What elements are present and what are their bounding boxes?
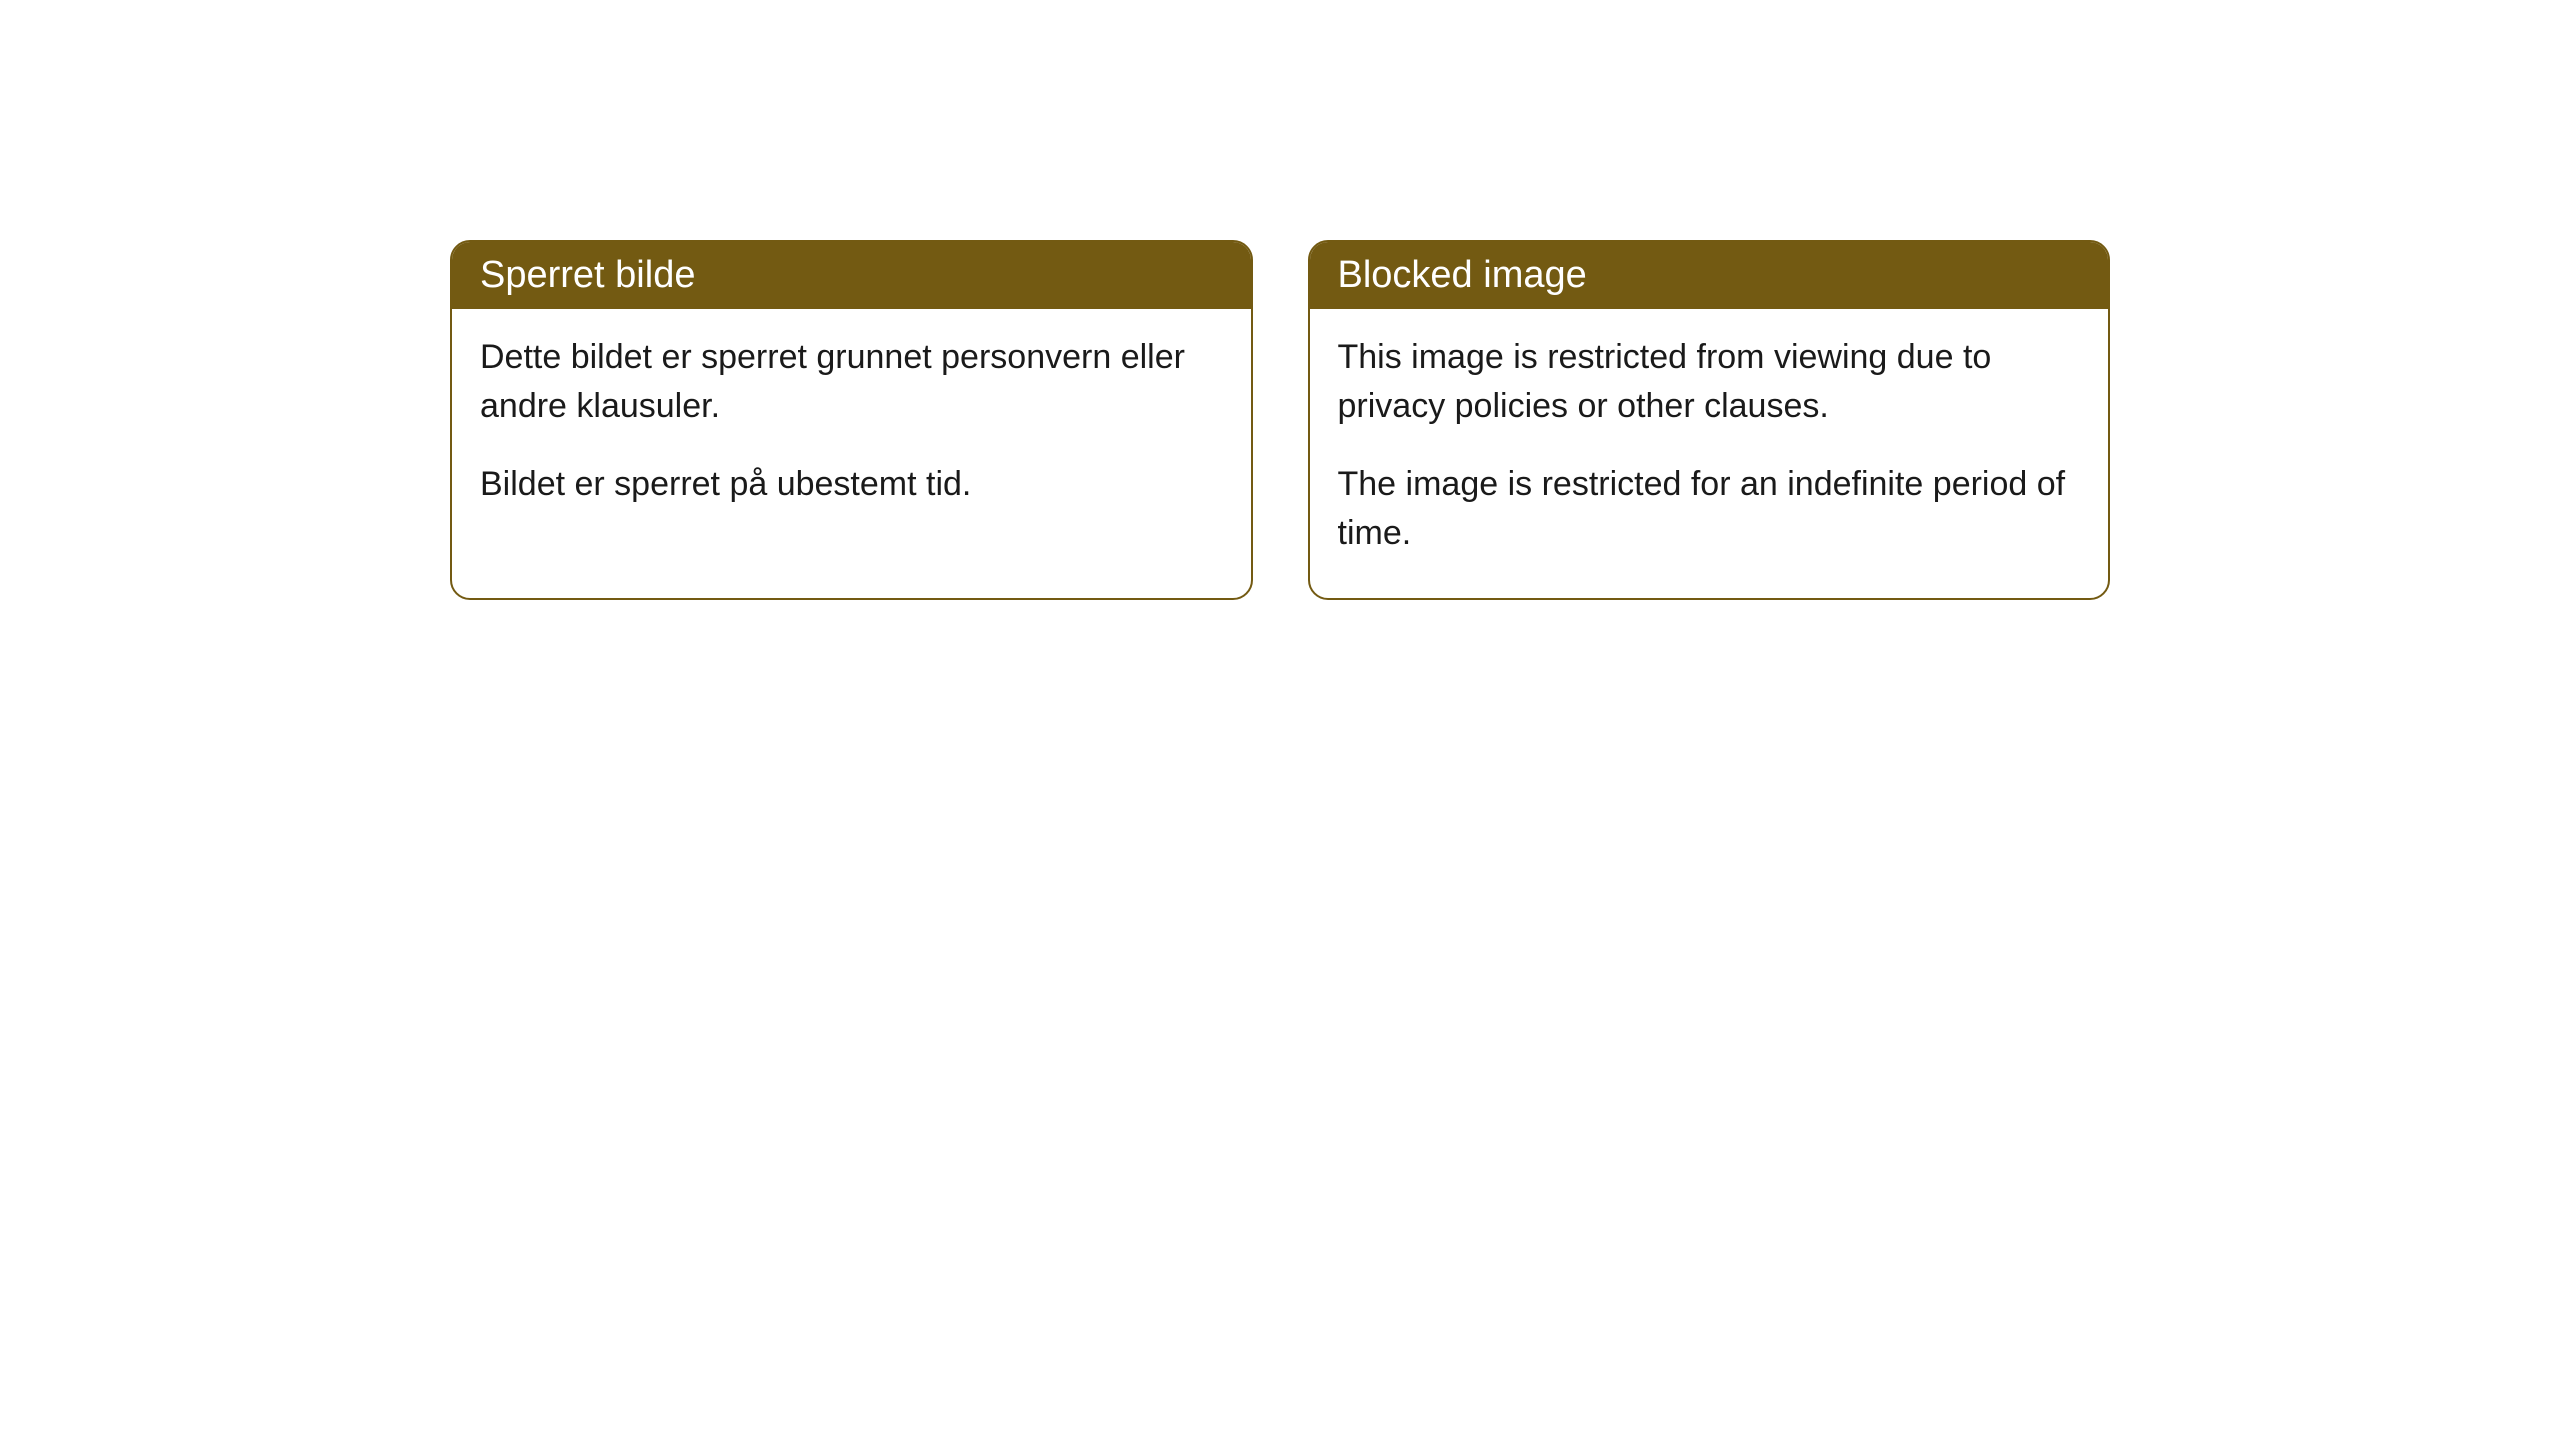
card-body: Dette bildet er sperret grunnet personve… xyxy=(452,309,1251,549)
blocked-image-card-norwegian: Sperret bilde Dette bildet er sperret gr… xyxy=(450,240,1253,600)
card-paragraph: The image is restricted for an indefinit… xyxy=(1338,460,2081,559)
blocked-image-card-english: Blocked image This image is restricted f… xyxy=(1308,240,2111,600)
info-cards-container: Sperret bilde Dette bildet er sperret gr… xyxy=(450,240,2110,600)
card-paragraph: Dette bildet er sperret grunnet personve… xyxy=(480,333,1223,432)
card-body: This image is restricted from viewing du… xyxy=(1310,309,2109,598)
card-paragraph: Bildet er sperret på ubestemt tid. xyxy=(480,460,1223,509)
card-paragraph: This image is restricted from viewing du… xyxy=(1338,333,2081,432)
card-header: Blocked image xyxy=(1310,242,2109,309)
card-title: Blocked image xyxy=(1338,254,1587,296)
card-header: Sperret bilde xyxy=(452,242,1251,309)
card-title: Sperret bilde xyxy=(480,254,695,296)
